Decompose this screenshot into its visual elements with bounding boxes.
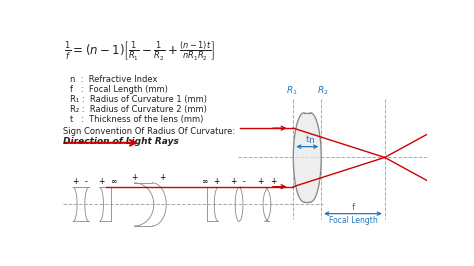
Text: +: + [131, 173, 137, 182]
Text: $R_2$: $R_2$ [317, 85, 328, 97]
Text: -: - [85, 177, 88, 186]
Text: Sign Convention Of Radius Of Curvature:: Sign Convention Of Radius Of Curvature: [63, 127, 235, 136]
Text: Direction of Light Rays: Direction of Light Rays [63, 137, 179, 146]
Text: -: - [243, 177, 246, 186]
Polygon shape [293, 113, 321, 202]
Text: +: + [99, 177, 105, 186]
Text: n: n [308, 136, 314, 145]
Text: +: + [270, 177, 276, 186]
Text: +: + [257, 177, 264, 186]
Text: R₂ :  Radius of Curvature 2 (mm): R₂ : Radius of Curvature 2 (mm) [70, 105, 207, 114]
Text: +: + [213, 177, 220, 186]
Text: ∞: ∞ [201, 177, 207, 186]
Text: Focal Length: Focal Length [328, 216, 377, 225]
Text: ∞: ∞ [110, 177, 117, 186]
Text: t: t [305, 135, 309, 144]
Text: t   :  Thickness of the lens (mm): t : Thickness of the lens (mm) [70, 115, 203, 124]
Text: +: + [159, 173, 165, 182]
Text: $R_1$: $R_1$ [286, 85, 298, 97]
Text: +: + [230, 177, 237, 186]
Text: +: + [73, 177, 79, 186]
Text: f: f [351, 203, 355, 212]
Text: R₁ :  Radius of Curvature 1 (mm): R₁ : Radius of Curvature 1 (mm) [70, 95, 207, 104]
Text: f   :  Focal Length (mm): f : Focal Length (mm) [70, 85, 168, 94]
Text: n  :  Refractive Index: n : Refractive Index [70, 75, 157, 84]
Text: $\frac{1}{f} = (n-1)\left[\frac{1}{R_1} - \frac{1}{R_2} + \frac{(n-1)t}{nR_1R_2}: $\frac{1}{f} = (n-1)\left[\frac{1}{R_1} … [64, 40, 215, 63]
